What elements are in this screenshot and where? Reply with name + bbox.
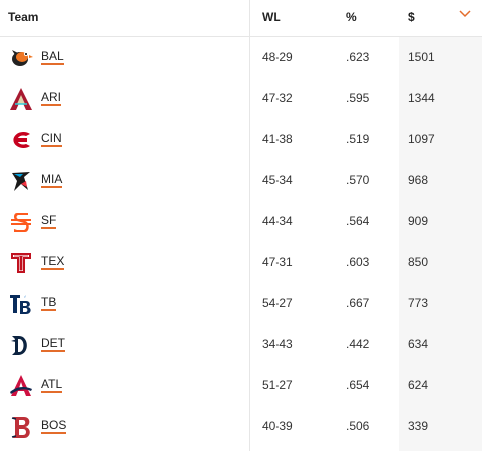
table-row: BOS 40-39 .506 339: [0, 406, 482, 447]
column-divider: [249, 0, 250, 451]
pct-cell: .506: [346, 419, 370, 433]
usd-cell: 1501: [408, 50, 435, 64]
rays-logo-icon: [10, 295, 31, 314]
usd-cell: 339: [408, 419, 429, 433]
rangers-logo-icon: [11, 253, 31, 273]
usd-column-header[interactable]: $: [408, 10, 415, 24]
team-link[interactable]: TB: [41, 295, 57, 311]
wl-cell: 45-34: [262, 173, 293, 187]
wl-cell: 40-39: [262, 419, 293, 433]
reds-logo-icon: [13, 132, 30, 148]
usd-cell: 909: [408, 214, 429, 228]
team-link[interactable]: BAL: [41, 49, 64, 65]
table-header: Team WL % $: [0, 0, 482, 37]
chevron-down-icon[interactable]: [459, 10, 471, 18]
usd-cell: 624: [408, 378, 429, 392]
team-link[interactable]: ATL: [41, 377, 63, 393]
giants-logo-icon: [11, 213, 31, 232]
team-link[interactable]: DET: [41, 336, 65, 352]
wl-cell: 41-38: [262, 132, 293, 146]
table-body: BAL 48-29 .623 1501 ARI 47-32 .595 1344 …: [0, 37, 482, 447]
pct-cell: .519: [346, 132, 370, 146]
team-link[interactable]: ARI: [41, 90, 62, 106]
table-row: ATL 51-27 .654 624: [0, 365, 482, 406]
team-link[interactable]: BOS: [41, 418, 67, 434]
table-row: TEX 47-31 .603 850: [0, 242, 482, 283]
usd-cell: 1097: [408, 132, 435, 146]
table-row: DET 34-43 .442 634: [0, 324, 482, 365]
usd-cell: 850: [408, 255, 429, 269]
wl-column-header[interactable]: WL: [262, 10, 281, 24]
marlins-logo-icon: [12, 172, 30, 191]
wl-cell: 48-29: [262, 50, 293, 64]
pct-cell: .442: [346, 337, 370, 351]
team-link[interactable]: TEX: [41, 254, 65, 270]
orioles-logo-icon: [12, 50, 33, 66]
pct-cell: .570: [346, 173, 370, 187]
usd-cell: 634: [408, 337, 429, 351]
wl-cell: 51-27: [262, 378, 293, 392]
table-row: BAL 48-29 .623 1501: [0, 37, 482, 78]
pct-cell: .564: [346, 214, 370, 228]
usd-cell: 773: [408, 296, 429, 310]
pct-cell: .667: [346, 296, 370, 310]
usd-cell: 1344: [408, 91, 435, 105]
wl-cell: 47-32: [262, 91, 293, 105]
wl-cell: 54-27: [262, 296, 293, 310]
table-row: ARI 47-32 .595 1344: [0, 78, 482, 119]
wl-cell: 34-43: [262, 337, 293, 351]
diamondbacks-logo-icon: [10, 88, 32, 110]
pct-column-header[interactable]: %: [346, 10, 357, 24]
pct-cell: .654: [346, 378, 370, 392]
team-column-header[interactable]: Team: [8, 10, 39, 24]
table-row: TB 54-27 .667 773: [0, 283, 482, 324]
table-row: MIA 45-34 .570 968: [0, 160, 482, 201]
pct-cell: .623: [346, 50, 370, 64]
sorted-column-highlight: [399, 37, 482, 451]
team-link[interactable]: CIN: [41, 131, 62, 147]
usd-cell: 968: [408, 173, 429, 187]
team-link[interactable]: MIA: [41, 172, 63, 188]
wl-cell: 47-31: [262, 255, 293, 269]
pct-cell: .595: [346, 91, 370, 105]
table-row: SF 44-34 .564 909: [0, 201, 482, 242]
table-row: CIN 41-38 .519 1097: [0, 119, 482, 160]
wl-cell: 44-34: [262, 214, 293, 228]
red-sox-logo-icon: [11, 417, 30, 438]
braves-logo-icon: [10, 375, 32, 396]
pct-cell: .603: [346, 255, 370, 269]
team-link[interactable]: SF: [41, 213, 57, 229]
tigers-logo-icon: [11, 336, 27, 355]
